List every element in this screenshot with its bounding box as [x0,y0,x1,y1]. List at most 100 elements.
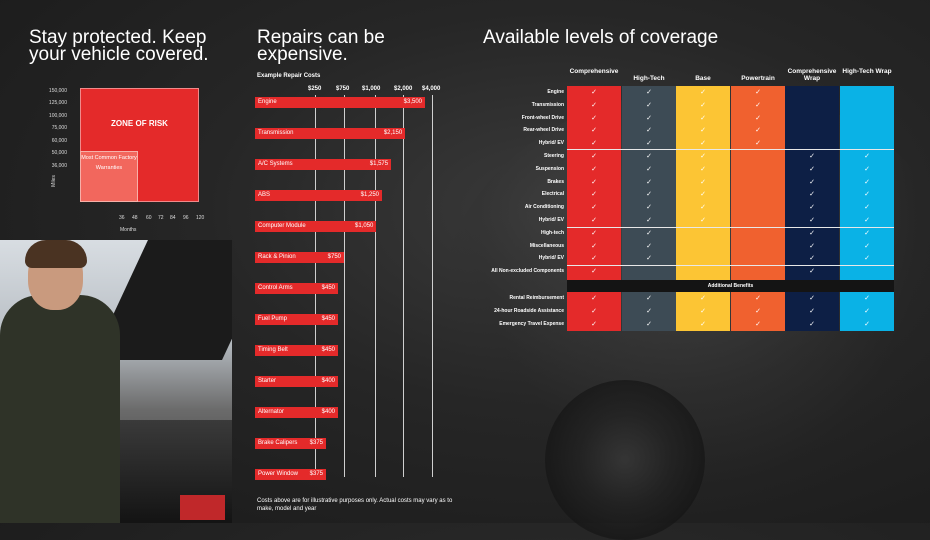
zone-y-axis-label: Miles [50,175,57,187]
coverage-row-label: Brakes [547,178,564,185]
repair-name: Computer Module [258,223,306,229]
repair-cost-bar: Timing Belt $450 [255,345,338,356]
check-icon: ✓ [646,320,652,328]
zone-x-tick: 60 [146,215,152,221]
check-icon: ✓ [591,191,597,199]
coverage-row-label: Miscellaneous [529,242,564,249]
check-icon: ✓ [591,268,597,276]
coverage-row-label: All Non-excluded Components [491,268,564,275]
zone-x-tick: 36 [119,215,125,221]
repair-cost-value: $375 [309,471,323,477]
check-icon: ✓ [700,320,706,328]
coverage-column-header: High-Tech [633,75,665,82]
coverage-row-label: Air Conditioning [524,204,564,211]
left-panel-title: Stay protected. Keep your vehicle covere… [29,27,209,65]
repair-name: Timing Belt [258,347,288,353]
repair-name: Alternator [258,409,285,415]
check-icon: ✓ [591,127,597,135]
check-icon: ✓ [700,140,706,148]
repair-name: Control Arms [258,285,293,291]
zone-x-tick: 96 [183,215,189,221]
check-icon: ✓ [864,217,870,224]
check-icon: ✓ [809,229,815,237]
repair-cost-bar: ABS $1,250 [255,190,382,201]
price-tick-label: $1,000 [362,86,381,92]
coverage-row-label: Transmission [531,101,564,108]
coverage-column-header: Base [695,75,711,82]
check-icon: ✓ [646,178,652,186]
repair-cost-bar: Power Window $375 [255,469,326,480]
check-icon: ✓ [591,242,597,250]
price-gridline [375,95,376,477]
check-icon: ✓ [646,217,652,224]
price-gridline [403,95,404,477]
check-icon: ✓ [755,89,761,96]
check-icon: ✓ [646,229,652,237]
check-icon: ✓ [755,320,761,328]
check-icon: ✓ [809,204,815,212]
repair-cost-bar: Computer Module $1,050 [255,221,377,232]
check-icon: ✓ [864,165,870,173]
zone-y-tick: 125,000 [48,100,67,106]
check-icon: ✓ [646,127,652,135]
zone-x-tick: 48 [132,215,138,221]
check-icon: ✓ [646,89,652,96]
coverage-column-header: Comprehensive [569,68,619,75]
zone-y-tick: 50,000 [51,150,67,156]
check-icon: ✓ [700,89,706,96]
check-icon: ✓ [809,295,815,302]
coverage-group-divider [567,149,894,150]
mechanic-photo [0,240,232,523]
check-icon: ✓ [700,307,706,315]
check-icon: ✓ [646,101,652,109]
check-icon: ✓ [646,165,652,173]
check-icon: ✓ [646,242,652,250]
repair-name: Fuel Pump [258,316,288,322]
check-icon: ✓ [646,295,652,302]
coverage-row-label: 24-hour Roadside Assistance [494,307,564,314]
coverage-row-label: Hybrid/ EV [538,140,564,147]
coverage-column-header: High-Tech Wrap [842,68,892,75]
repair-cost-bar: Starter $400 [255,376,338,387]
zone-y-tick: 100,000 [48,113,67,119]
repair-cost-bar: Rack & Pinion $750 [255,252,344,263]
repair-cost-value: $2,150 [383,130,403,136]
factory-warranty-box: Most Common Factory Warranties [80,151,138,202]
check-icon: ✓ [591,89,597,96]
mechanic-body [0,295,120,523]
repair-costs-disclaimer: Costs above are for illustrative purpose… [257,498,453,512]
price-tick-label: $750 [336,86,350,92]
repair-name: A/C Systems [258,161,293,167]
repair-costs-subtitle: Example Repair Costs [257,73,321,79]
price-gridline [432,95,433,477]
zone-y-tick: 60,000 [51,138,67,144]
repair-name: Brake Calipers [258,440,298,446]
check-icon: ✓ [700,114,706,122]
check-icon: ✓ [755,140,761,148]
check-icon: ✓ [591,255,597,263]
coverage-group-divider [567,265,894,266]
coverage-row-label: Rear-wheel Drive [523,127,564,134]
additional-benefits-bar: Additional Benefits [567,280,894,292]
check-icon: ✓ [809,255,815,263]
repair-cost-bar: Fuel Pump $450 [255,314,338,325]
repair-cost-bar: Transmission $2,150 [255,128,406,139]
repair-name: Rack & Pinion [258,254,296,260]
background-wheel [545,380,705,540]
coverage-group-divider [567,227,894,228]
check-icon: ✓ [646,204,652,212]
check-icon: ✓ [864,320,870,328]
repair-cost-bar: Brake Calipers $375 [255,438,326,449]
check-icon: ✓ [700,217,706,224]
coverage-column-header: Comprehensive Wrap [787,68,837,82]
check-icon: ✓ [755,114,761,122]
check-icon: ✓ [700,127,706,135]
check-icon: ✓ [700,153,706,160]
repair-cost-value: $750 [327,254,341,260]
repair-cost-value: $1,250 [360,192,379,198]
repair-cost-value: $450 [321,347,335,353]
check-icon: ✓ [755,101,761,109]
zone-of-risk-label: ZONE OF RISK [111,119,168,128]
check-icon: ✓ [864,229,870,237]
repair-name: Engine [258,99,277,105]
